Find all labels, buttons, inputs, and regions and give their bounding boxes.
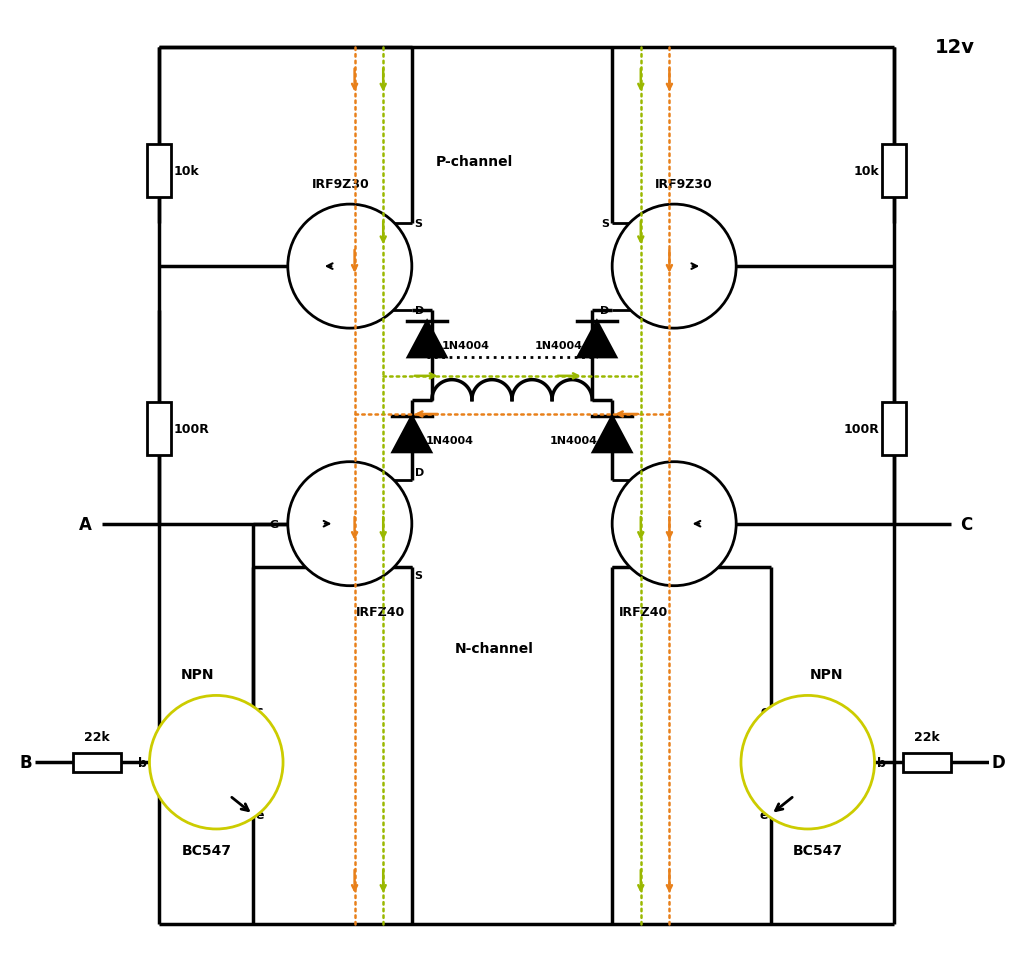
Text: P-channel: P-channel: [435, 155, 513, 169]
Circle shape: [288, 462, 412, 586]
Polygon shape: [408, 322, 446, 357]
Text: G: G: [269, 519, 279, 529]
Circle shape: [741, 696, 874, 829]
Circle shape: [150, 696, 283, 829]
Text: 22k: 22k: [914, 730, 940, 743]
FancyBboxPatch shape: [147, 402, 171, 456]
Text: B: B: [19, 754, 32, 771]
Text: 12v: 12v: [935, 38, 975, 57]
Text: D: D: [600, 305, 609, 315]
Text: 1N4004: 1N4004: [550, 436, 598, 445]
Text: D: D: [415, 468, 424, 478]
Text: NPN: NPN: [180, 667, 214, 681]
Text: IRFZ40: IRFZ40: [356, 605, 406, 618]
Text: S: S: [601, 218, 609, 229]
Text: NPN: NPN: [810, 667, 844, 681]
Text: e: e: [256, 808, 264, 821]
Text: 1N4004: 1N4004: [426, 436, 474, 445]
Polygon shape: [578, 322, 616, 357]
Text: c: c: [256, 704, 263, 717]
FancyBboxPatch shape: [147, 146, 171, 198]
Text: S: S: [415, 218, 423, 229]
Text: IRF9Z30: IRF9Z30: [654, 177, 713, 191]
Text: IRF9Z30: IRF9Z30: [311, 177, 370, 191]
Text: e: e: [760, 808, 768, 821]
FancyBboxPatch shape: [882, 402, 905, 456]
Text: C: C: [961, 516, 973, 533]
Circle shape: [288, 205, 412, 329]
FancyBboxPatch shape: [903, 753, 951, 772]
Text: c: c: [761, 704, 768, 717]
Text: BC547: BC547: [793, 843, 843, 858]
Text: 10k: 10k: [854, 165, 880, 178]
Text: A: A: [80, 516, 92, 533]
FancyBboxPatch shape: [73, 753, 121, 772]
Text: 22k: 22k: [84, 730, 110, 743]
Text: IRFZ40: IRFZ40: [618, 605, 668, 618]
Text: 10k: 10k: [173, 165, 199, 178]
Text: D: D: [415, 305, 424, 315]
Text: b: b: [878, 756, 886, 769]
FancyBboxPatch shape: [882, 146, 905, 198]
Polygon shape: [593, 416, 631, 453]
Circle shape: [612, 205, 736, 329]
Text: 100R: 100R: [173, 422, 209, 436]
Text: D: D: [992, 754, 1006, 771]
Text: S: S: [415, 570, 423, 580]
Text: BC547: BC547: [181, 843, 231, 858]
Polygon shape: [393, 416, 431, 453]
Circle shape: [612, 462, 736, 586]
Text: 100R: 100R: [844, 422, 880, 436]
Text: 1N4004: 1N4004: [441, 341, 489, 351]
Text: b: b: [138, 756, 146, 769]
Text: 1N4004: 1N4004: [535, 341, 583, 351]
Text: N-channel: N-channel: [455, 641, 534, 655]
